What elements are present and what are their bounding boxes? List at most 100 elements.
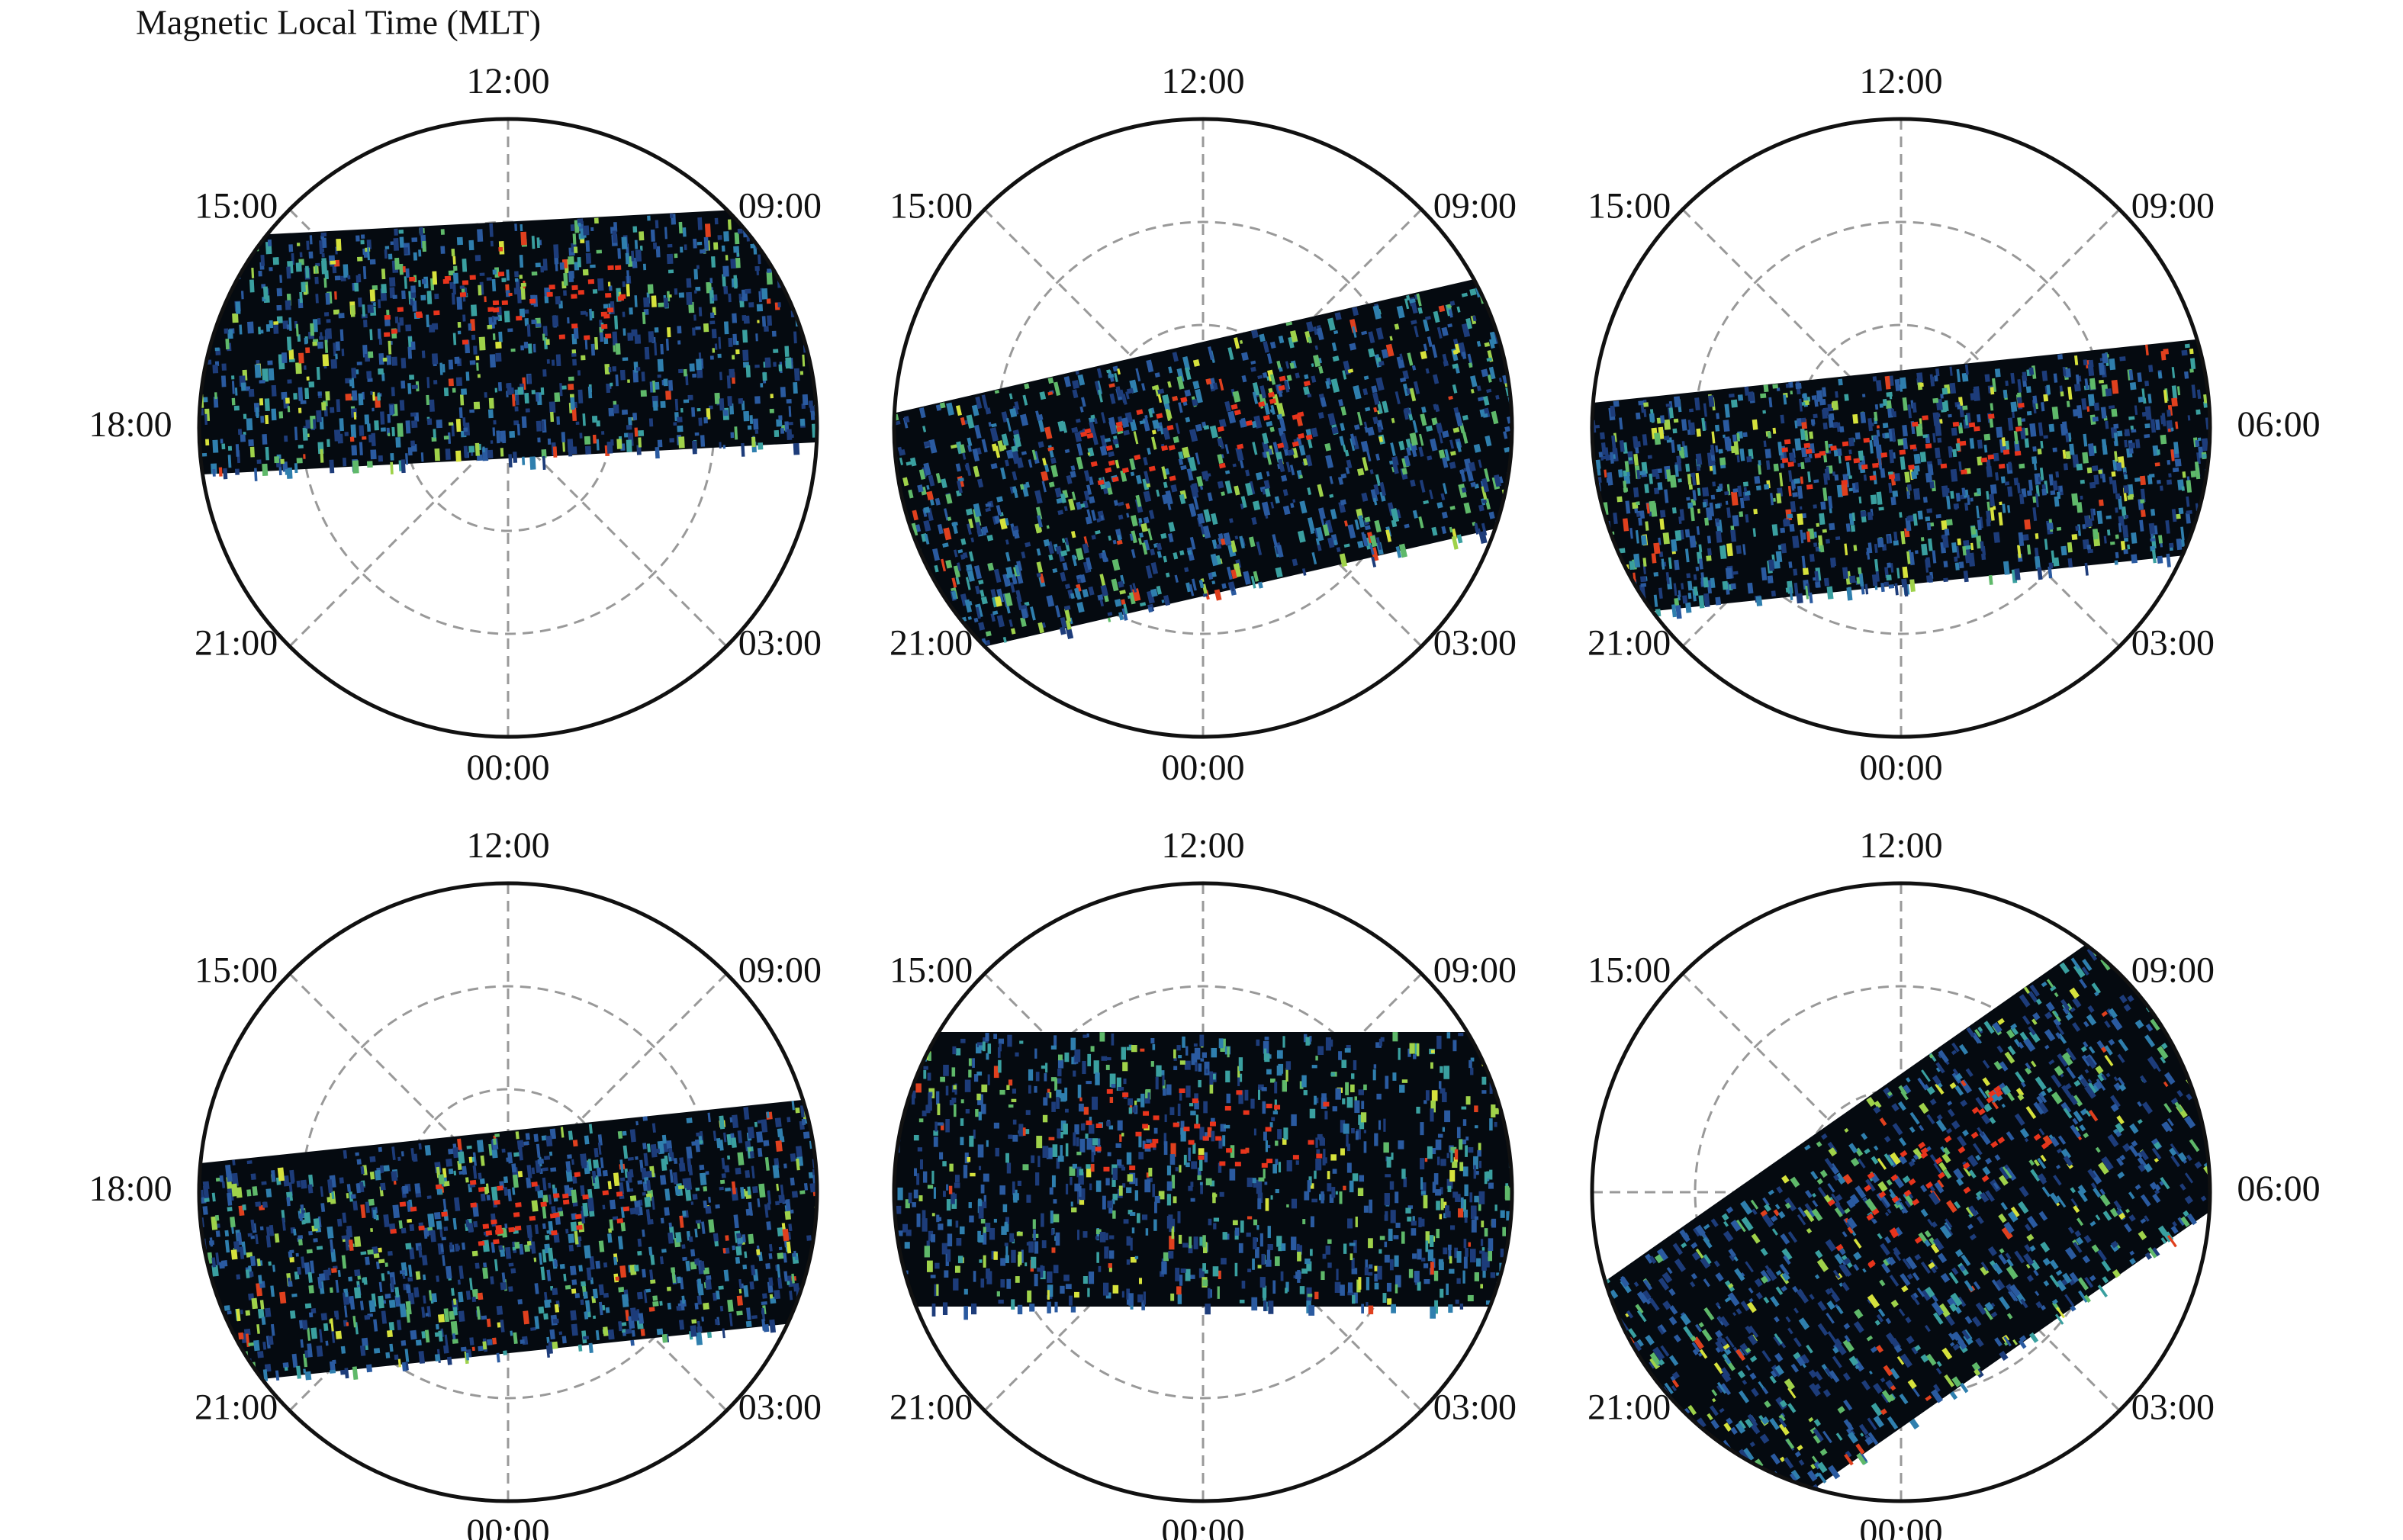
aurora-pixel [756, 268, 760, 275]
aurora-pixel [1132, 583, 1137, 593]
aurora-pixel [369, 329, 373, 341]
aurora-pixel [2018, 403, 2025, 408]
aurora-pixel [1943, 561, 1948, 567]
aurora-pixel [732, 355, 735, 360]
aurora-pixel [1703, 593, 1710, 608]
aurora-pixel [434, 448, 440, 461]
aurora-pixel [258, 270, 262, 277]
aurora-pixel [1217, 437, 1224, 447]
aurora-pixel [1707, 535, 1712, 544]
aurora-pixel [1920, 537, 1925, 542]
aurora-pixel [714, 392, 721, 404]
aurora-pixel [443, 436, 449, 440]
aurora-pixel [2124, 514, 2129, 519]
aurora-pixel [484, 296, 487, 303]
aurora-pixel [556, 416, 561, 425]
aurora-pixel [1716, 413, 1720, 420]
aurora-pixel [1282, 489, 1288, 497]
aurora-pixel [366, 371, 372, 379]
aurora-pixel [809, 406, 815, 413]
aurora-pixel [591, 416, 598, 423]
aurora-pixel [924, 533, 930, 545]
aurora-pixel [568, 1244, 574, 1252]
aurora-pixel [619, 1177, 626, 1182]
aurora-pixel [1224, 480, 1233, 494]
aurora-pixel [923, 519, 931, 532]
aurora-pixel [1217, 454, 1224, 465]
aurora-pixel [965, 508, 973, 516]
aurora-pixel [218, 467, 223, 477]
aurora-pixel [758, 254, 761, 265]
aurora-pixel [1852, 413, 1859, 424]
aurora-pixel [1342, 370, 1347, 380]
aurora-pixel [632, 369, 639, 383]
aurora-pixel [1651, 553, 1657, 564]
aurora-pixel [1429, 489, 1433, 500]
aurora-pixel [992, 610, 999, 616]
aurora-pixel [612, 331, 618, 346]
aurora-pixel [306, 1249, 313, 1254]
aurora-pixel [1716, 530, 1723, 543]
aurora-pixel [1673, 583, 1678, 596]
aurora-pixel [1976, 413, 1981, 423]
aurora-pixel [1742, 432, 1748, 438]
aurora-pixel [2007, 505, 2011, 513]
aurora-pixel [717, 353, 722, 358]
aurora-pixel [1357, 540, 1364, 548]
aurora-pixel [568, 376, 574, 381]
aurora-pixel [2014, 450, 2022, 456]
aurora-pixel [962, 452, 967, 460]
aurora-pixel [2201, 438, 2209, 452]
aurora-pixel [389, 1343, 394, 1352]
aurora-pixel [306, 376, 310, 381]
aurora-pixel [394, 228, 398, 236]
aurora-pixel [2189, 349, 2194, 355]
aurora-pixel [1853, 545, 1858, 551]
aurora-pixel [1834, 474, 1839, 481]
aurora-pixel [667, 243, 673, 248]
aurora-pixel [1372, 416, 1379, 425]
aurora-pixel [570, 224, 575, 232]
aurora-pixel [1034, 490, 1043, 504]
aurora-pixel [1230, 569, 1237, 580]
aurora-pixel [2154, 462, 2160, 467]
aurora-pixel [1687, 502, 1694, 509]
aurora-pixel [1276, 413, 1283, 420]
aurora-pixel [440, 246, 446, 254]
aurora-pixel [1633, 487, 1639, 498]
aurora-pixel [2026, 410, 2032, 416]
aurora-pixel [548, 285, 555, 290]
aurora-pixel [2158, 535, 2163, 544]
aurora-pixel [384, 332, 391, 337]
aurora-pixel [2170, 448, 2175, 461]
aurora-pixel [1703, 577, 1709, 588]
aurora-pixel [1970, 526, 1977, 535]
aurora-pixel [2171, 397, 2178, 407]
aurora-pixel [1066, 474, 1073, 484]
auroral-image [894, 249, 1512, 686]
aurora-pixel [2035, 485, 2040, 497]
aurora-pixel [1205, 378, 1212, 385]
aurora-pixel [1683, 445, 1688, 458]
aurora-pixel [1707, 548, 1712, 556]
aurora-pixel [1063, 376, 1072, 387]
aurora-pixel [2109, 476, 2113, 484]
aurora-pixel [246, 418, 253, 431]
aurora-pixel [1438, 305, 1446, 313]
aurora-pixel [1470, 481, 1477, 487]
aurora-pixel [716, 1290, 720, 1300]
aurora-pixel [535, 323, 542, 328]
aurora-pixel [1305, 434, 1313, 441]
aurora-pixel [1169, 475, 1176, 481]
aurora-pixel [698, 307, 703, 317]
aurora-pixel [774, 429, 780, 438]
aurora-pixel [462, 280, 469, 285]
aurora-pixel [736, 1295, 743, 1306]
aurora-pixel [732, 313, 738, 323]
aurora-pixel [1732, 515, 1739, 527]
aurora-pixel [351, 390, 358, 401]
aurora-pixel [790, 1153, 796, 1162]
aurora-pixel [1724, 403, 1730, 418]
aurora-pixel [301, 1256, 305, 1268]
aurora-pixel [1156, 413, 1163, 420]
